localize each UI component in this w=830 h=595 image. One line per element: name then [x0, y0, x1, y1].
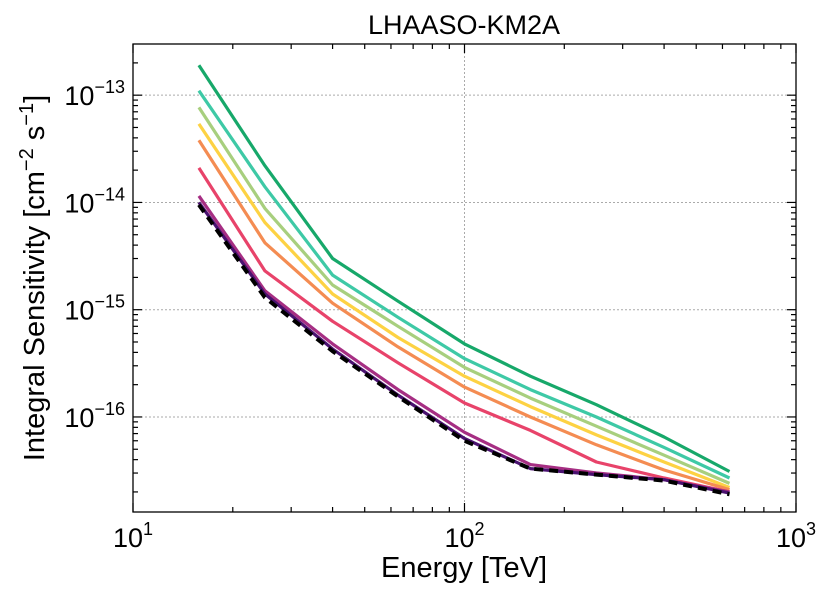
series-line-2	[197, 89, 731, 480]
x-tick-label: 101	[113, 519, 153, 553]
y-tick-label: 10−15	[64, 292, 125, 326]
y-tick-label: 10−13	[64, 77, 125, 111]
series-line-5	[197, 139, 730, 492]
y-tick-label: 10−14	[64, 184, 125, 218]
y-axis-label: Integral Sensitivity [cm−2 s−1]	[16, 95, 51, 461]
y-axis-label-exp1: −2	[16, 148, 38, 171]
x-axis-label: Energy [TeV]	[381, 552, 547, 584]
y-axis-label-close: ]	[19, 95, 51, 103]
series-line-dashed	[197, 203, 730, 497]
series-line-4	[197, 123, 731, 489]
x-tick-label: 102	[444, 519, 484, 553]
x-tick-label: 103	[776, 519, 816, 553]
tick-label-layer: 101 102 103 10−16 10−15 10−14 10−13	[64, 77, 816, 553]
tick-layer	[132, 44, 797, 512]
y-axis-label-mid: s	[19, 126, 51, 149]
series-layer	[197, 64, 731, 497]
y-axis-label-main: Integral Sensitivity [cm	[19, 171, 51, 461]
y-axis-label-exp2: −1	[16, 103, 38, 126]
y-tick-label: 10−16	[64, 399, 125, 433]
series-line-1	[197, 64, 731, 473]
series-line-3	[197, 106, 731, 485]
series-line-6	[197, 167, 730, 494]
chart-title: LHAASO-KM2A	[368, 10, 560, 40]
